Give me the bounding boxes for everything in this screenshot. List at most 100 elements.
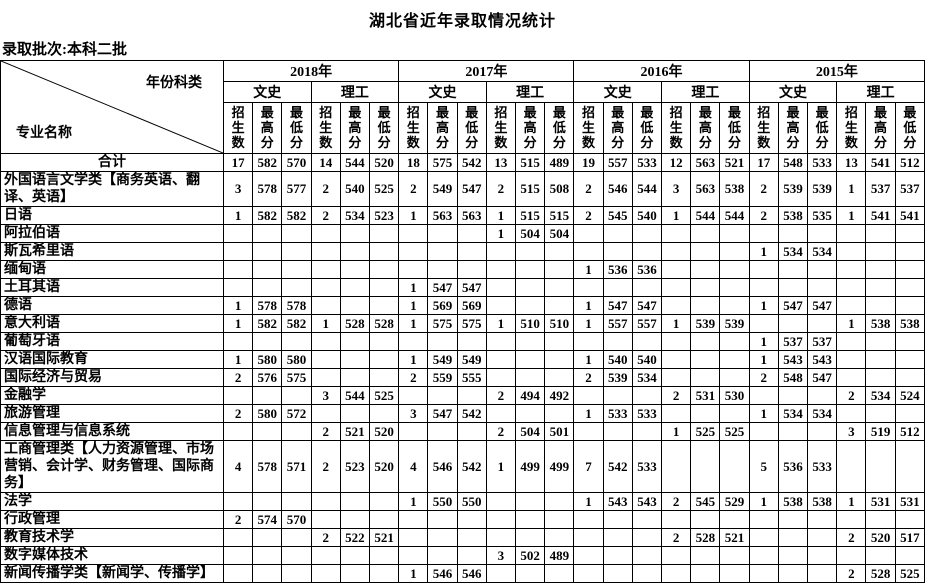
value-cell: 2 xyxy=(836,528,867,547)
value-cell: 523 xyxy=(339,440,371,493)
value-cell xyxy=(281,224,312,243)
value-cell xyxy=(631,546,663,565)
metric-header-label: 招生数 xyxy=(582,104,596,151)
value-cell xyxy=(310,546,341,565)
value-cell: 1 xyxy=(836,171,867,207)
value-cell: 547 xyxy=(631,296,663,315)
value-cell xyxy=(222,278,254,297)
value-cell xyxy=(339,510,371,529)
value-cell: 542 xyxy=(456,440,487,493)
metric-header: 招生数 xyxy=(836,102,867,154)
major-name-cell: 外国语言文学类【商务英语、翻译、英语】 xyxy=(0,171,224,207)
value-cell xyxy=(369,260,400,279)
major-name-cell: 汉语国际教育 xyxy=(0,350,224,369)
value-cell xyxy=(222,386,254,405)
metric-header-label: 招生数 xyxy=(406,104,420,151)
value-cell xyxy=(369,546,400,565)
value-cell xyxy=(777,314,809,333)
value-cell: 1 xyxy=(398,350,429,369)
value-cell xyxy=(339,332,371,351)
metric-header: 最低分 xyxy=(631,102,663,154)
value-cell: 533 xyxy=(807,153,838,172)
value-cell xyxy=(310,564,341,583)
value-cell: 546 xyxy=(456,564,487,583)
value-cell xyxy=(339,350,371,369)
value-cell: 1 xyxy=(661,422,692,441)
metric-header: 招生数 xyxy=(222,102,254,154)
track-header: 文史 xyxy=(223,81,312,103)
value-cell xyxy=(398,260,429,279)
value-cell: 1 xyxy=(398,206,429,225)
value-cell xyxy=(719,440,750,493)
page: 湖北省近年录取情况统计 录取批次:本科二批 年份科类 专业名称 2018年 201… xyxy=(0,13,925,583)
value-cell xyxy=(515,350,546,369)
major-name-cell: 国际经济与贸易 xyxy=(0,368,224,387)
value-cell xyxy=(281,278,312,297)
value-cell xyxy=(748,528,779,547)
value-cell: 548 xyxy=(777,153,809,172)
value-cell xyxy=(515,332,546,351)
value-cell: 3 xyxy=(398,404,429,423)
value-cell: 2 xyxy=(748,206,779,225)
value-cell xyxy=(339,546,371,565)
value-cell xyxy=(690,510,721,529)
metric-header-label: 最高分 xyxy=(523,104,537,151)
value-cell: 1 xyxy=(485,206,517,225)
value-cell: 13 xyxy=(485,153,517,172)
value-cell xyxy=(690,404,721,423)
value-cell: 547 xyxy=(807,368,838,387)
value-cell xyxy=(777,546,809,565)
year-header: 2018年 xyxy=(222,60,400,82)
value-cell xyxy=(427,422,458,441)
value-cell xyxy=(777,510,809,529)
value-cell xyxy=(719,510,750,529)
value-cell xyxy=(427,242,458,261)
value-cell: 17 xyxy=(748,153,779,172)
value-cell: 543 xyxy=(777,350,809,369)
value-cell: 542 xyxy=(602,440,633,493)
value-cell xyxy=(719,278,750,297)
value-cell: 547 xyxy=(456,171,487,207)
value-cell xyxy=(661,296,692,315)
major-name-cell: 德语 xyxy=(0,296,224,315)
value-cell xyxy=(573,278,604,297)
value-cell xyxy=(369,368,400,387)
value-cell: 538 xyxy=(777,492,809,511)
table-row: 旅游管理 2 580 572 3 547 542 1 533 533 1 534 534 xyxy=(0,404,925,423)
major-name-cell: 合计 xyxy=(0,153,224,172)
value-cell: 563 xyxy=(456,206,487,225)
value-cell xyxy=(544,350,575,369)
value-cell xyxy=(836,278,867,297)
value-cell: 544 xyxy=(690,206,721,225)
value-cell xyxy=(836,224,867,243)
table-header: 年份科类 专业名称 2018年 2017年 2016年 2015年 文史 理工 文史 理工文… xyxy=(0,60,925,154)
value-cell: 18 xyxy=(398,153,429,172)
value-cell xyxy=(427,386,458,405)
value-cell: 2 xyxy=(661,492,692,511)
value-cell: 2 xyxy=(485,422,517,441)
value-cell: 547 xyxy=(602,296,633,315)
value-cell: 549 xyxy=(427,350,458,369)
value-cell: 3 xyxy=(836,422,867,441)
value-cell: 544 xyxy=(719,206,750,225)
value-cell xyxy=(544,296,575,315)
value-cell: 4 xyxy=(398,440,429,493)
value-cell xyxy=(485,278,517,297)
metric-header: 最高分 xyxy=(252,102,283,154)
value-cell: 525 xyxy=(369,386,400,405)
table-row: 阿拉伯语 1 504 504 xyxy=(0,224,925,243)
value-cell xyxy=(339,296,371,315)
table-row: 法学 1 550 550 1 543 543 2 545 529 1 538 538 1 531 531 xyxy=(0,492,925,511)
batch-label: 录取批次:本科二批 xyxy=(2,42,127,58)
value-cell xyxy=(777,386,809,405)
value-cell: 533 xyxy=(807,440,838,493)
value-cell xyxy=(661,564,692,583)
major-name-cell: 旅游管理 xyxy=(0,404,224,423)
value-cell: 504 xyxy=(515,422,546,441)
value-cell: 569 xyxy=(427,296,458,315)
table-row: 斯瓦希里语 1 534 534 xyxy=(0,242,925,261)
value-cell: 569 xyxy=(456,296,487,315)
metric-header-label: 最低分 xyxy=(728,104,742,151)
value-cell xyxy=(310,368,341,387)
value-cell xyxy=(777,564,809,583)
